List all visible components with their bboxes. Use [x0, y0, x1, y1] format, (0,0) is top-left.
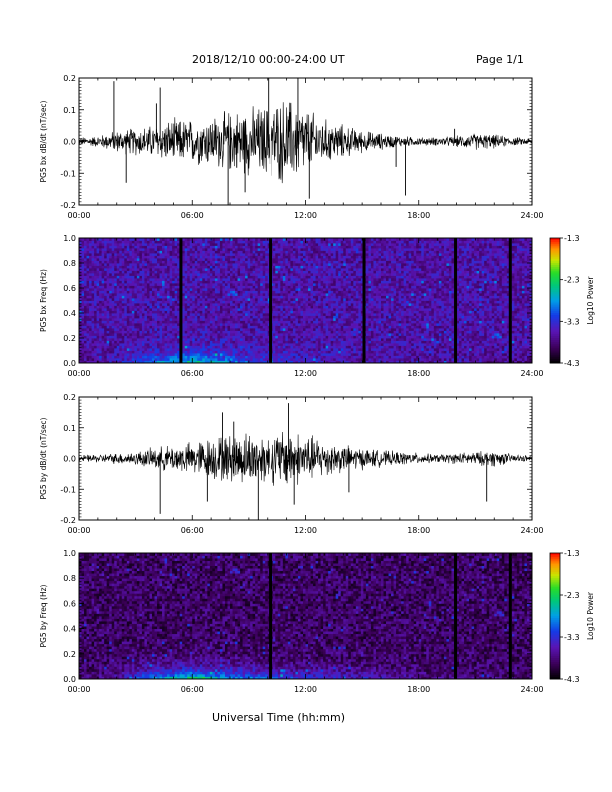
waveform-by — [79, 432, 532, 486]
x-tick-label: 12:00 — [294, 211, 317, 220]
x-tick-label: 00:00 — [67, 211, 90, 220]
y-tick-label: -0.1 — [60, 485, 76, 494]
y-tick-label: 0.8 — [63, 574, 76, 583]
x-tick-label: 12:00 — [294, 526, 317, 535]
colorbar-by-spectrogram: -1.3 -2.3 -3.3 -4.3 Log10 Power — [550, 549, 595, 684]
colorbar-tick-label: -2.3 — [564, 591, 580, 600]
x-tick-label: 12:00 — [294, 685, 317, 694]
colorbar-bx-spectrogram: -1.3 -2.3 -3.3 -4.3 Log10 Power — [550, 234, 595, 368]
waveform-bx — [79, 102, 532, 183]
y-tick-label: 0.4 — [63, 625, 76, 634]
spectrogram-cells-by-spectrogram — [79, 553, 532, 679]
y-tick-label: 0.6 — [63, 599, 76, 608]
colorbar-tick-label: -1.3 — [564, 549, 580, 558]
colorbar-tick-label: -3.3 — [564, 633, 580, 642]
x-tick-label: 18:00 — [407, 685, 430, 694]
x-tick-label: 00:00 — [67, 369, 90, 378]
data-gap-3 — [454, 238, 457, 363]
data-gap-1 — [454, 553, 457, 679]
x-tick-label: 18:00 — [407, 369, 430, 378]
y-tick-label: -0.2 — [60, 201, 76, 210]
y-tick-label: 0.6 — [63, 284, 76, 293]
colorbar-tick-label: -4.3 — [564, 675, 580, 684]
data-gap-1 — [269, 238, 272, 363]
y-tick-label: 1.0 — [63, 549, 76, 558]
x-tick-label: 24:00 — [520, 685, 543, 694]
colorbar-tick-label: -1.3 — [564, 234, 580, 243]
y-tick-label: 0.0 — [63, 138, 76, 147]
x-tick-label: 24:00 — [520, 369, 543, 378]
x-axis-bx: 00:00 06:00 12:00 18:00 24:00 — [67, 78, 543, 220]
spectrogram-cells-bx-spectrogram — [79, 238, 532, 363]
colorbar-tick-label: -3.3 — [564, 317, 580, 326]
y-tick-label: 0.0 — [63, 359, 76, 368]
y-axis-label: PG5 bx dB/dt (nT/sec) — [39, 100, 48, 182]
y-tick-label: 1.0 — [63, 234, 76, 243]
y-tick-label: 0.0 — [63, 455, 76, 464]
x-tick-label: 06:00 — [181, 526, 204, 535]
y-tick-label: 0.2 — [63, 334, 76, 343]
y-tick-label: 0.1 — [63, 424, 76, 433]
x-tick-label: 00:00 — [67, 685, 90, 694]
y-tick-label: -0.2 — [60, 516, 76, 525]
data-gap-2 — [509, 553, 512, 679]
x-tick-label: 18:00 — [407, 526, 430, 535]
x-tick-label: 12:00 — [294, 369, 317, 378]
x-tick-label: 24:00 — [520, 526, 543, 535]
y-tick-label: 0.2 — [63, 650, 76, 659]
data-gap-0 — [179, 238, 182, 363]
colorbar-label: Log10 Power — [586, 591, 595, 640]
y-axis-label: PG5 by dB/dt (nT/sec) — [39, 417, 48, 499]
y-tick-label: 0.8 — [63, 259, 76, 268]
colorbar-tick-label: -2.3 — [564, 276, 580, 285]
data-gap-0 — [269, 553, 272, 679]
y-tick-label: -0.1 — [60, 169, 76, 178]
x-tick-label: 00:00 — [67, 526, 90, 535]
panel-bx-spectrogram: -1.3 -2.3 -3.3 -4.3 Log10 Power 00:00 06:00 12:… — [39, 234, 595, 378]
y-tick-label: 0.2 — [63, 393, 76, 402]
y-tick-label: 0.0 — [63, 675, 76, 684]
colorbar-tick-label: -4.3 — [564, 359, 580, 368]
y-axis-label: PG5 bx Freq (Hz) — [39, 269, 48, 332]
x-tick-label: 06:00 — [181, 685, 204, 694]
panel-by-spectrogram: -1.3 -2.3 -3.3 -4.3 Log10 Power 00:00 06:00 12:… — [39, 549, 595, 694]
y-tick-label: 0.1 — [63, 106, 76, 115]
y-axis-label: PG5 by Freq (Hz) — [39, 584, 48, 647]
data-gap-2 — [363, 238, 366, 363]
x-axis-by: 00:00 06:00 12:00 18:00 24:00 — [67, 397, 543, 535]
x-tick-label: 06:00 — [181, 211, 204, 220]
x-tick-label: 06:00 — [181, 369, 204, 378]
y-tick-label: 0.4 — [63, 309, 76, 318]
colorbar-label: Log10 Power — [586, 276, 595, 325]
panel-by: 00:00 06:00 12:00 18:00 24:00 0.2 0.1 0.0 -0.1 -0… — [39, 393, 544, 535]
y-tick-label: 0.2 — [63, 74, 76, 83]
data-gap-4 — [509, 238, 512, 363]
panel-bx: 00:00 06:00 12:00 18:00 24:00 0.2 0.1 0.0 -0.1 -0… — [39, 74, 544, 220]
x-tick-label: 18:00 — [407, 211, 430, 220]
x-tick-label: 24:00 — [520, 211, 543, 220]
